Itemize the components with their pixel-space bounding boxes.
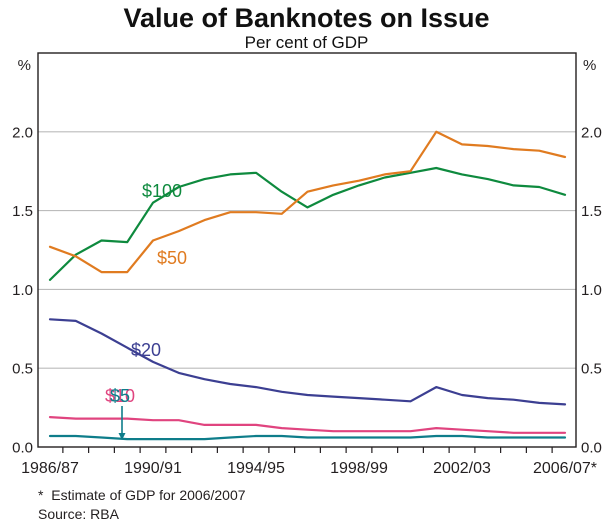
dollar5-arrow-head: [118, 433, 126, 440]
y-tick-label-right: 0.5: [581, 361, 602, 378]
y-tick-label-left: 1.0: [12, 282, 33, 299]
y-tick-label-right: 2.0: [581, 124, 602, 141]
y-unit-label-right: %: [583, 57, 596, 74]
y-tick-label-left: 1.5: [12, 203, 33, 220]
y-tick-label-right: 1.0: [581, 282, 602, 299]
y-tick-label-left: 2.0: [12, 124, 33, 141]
series-line-dollar50: [48, 130, 567, 274]
footnote-block: * Estimate of GDP for 2006/2007 Source: …: [38, 486, 246, 524]
series-line-dollar100: [48, 166, 567, 281]
series-line-dollar10: [48, 416, 567, 434]
series-line-dollar5: [48, 434, 567, 441]
series-label-dollar20: $20: [131, 340, 161, 360]
x-tick-label: 1986/87: [21, 460, 79, 477]
x-tick-label: 2006/07*: [533, 460, 597, 477]
y-tick-label-left: 0.0: [12, 440, 33, 457]
y-tick-label-right: 0.0: [581, 440, 602, 457]
y-unit-label-left: %: [18, 57, 31, 74]
x-tick-label: 1994/95: [227, 460, 285, 477]
chart-title: Value of Banknotes on Issue: [123, 3, 490, 33]
x-tick-label: 1998/99: [330, 460, 388, 477]
y-tick-label-right: 1.5: [581, 203, 602, 220]
x-tick-label: 2002/03: [433, 460, 491, 477]
source-line: Source: RBA: [38, 505, 119, 522]
plot-frame: [37, 52, 577, 448]
footnote-asterisk-line: * Estimate of GDP for 2006/2007: [38, 487, 246, 503]
series-label-dollar100: $100: [142, 181, 182, 201]
series-label-dollar5: $5: [110, 386, 130, 406]
x-tick-label: 1990/91: [124, 460, 182, 477]
series-label-dollar50: $50: [157, 248, 187, 268]
chart-subtitle: Per cent of GDP: [244, 33, 369, 52]
series-label-dollar10: $10: [105, 386, 135, 406]
series-line-dollar20: [48, 318, 567, 406]
y-tick-label-left: 0.5: [12, 361, 33, 378]
